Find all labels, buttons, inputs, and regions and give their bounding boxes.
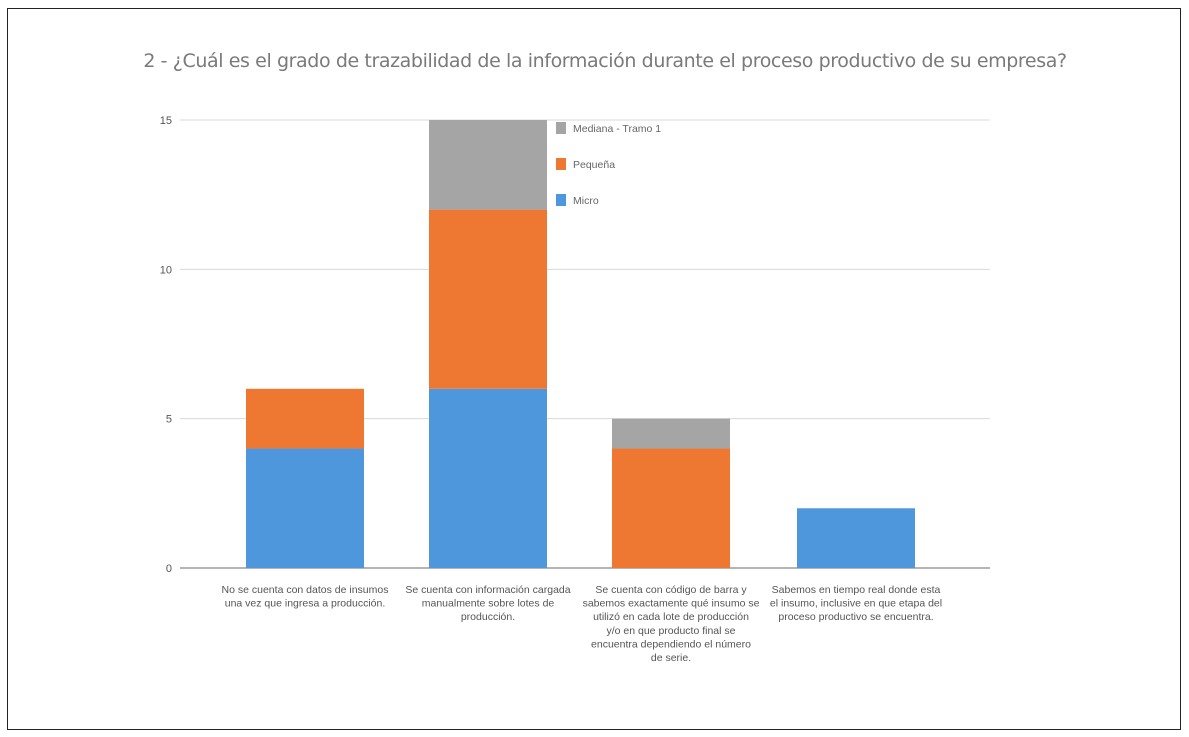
y-tick-label: 0: [166, 563, 172, 575]
bar-segment: [797, 508, 915, 568]
y-tick-label: 15: [160, 115, 172, 127]
bar-segment: [429, 120, 547, 210]
y-tick-label: 5: [166, 414, 172, 426]
bar-segment: [246, 388, 364, 449]
bar-segment: [429, 209, 547, 389]
legend-label: Micro: [573, 195, 599, 207]
x-category-label: No se cuenta con datos de insumos una vez…: [222, 584, 389, 610]
bar-segment: [612, 448, 730, 568]
bar-segment: [246, 448, 364, 568]
y-tick-label: 10: [160, 264, 172, 276]
x-category-label: Se cuenta con código de barra y sabemos e…: [583, 584, 760, 664]
chart-frame: [7, 8, 1181, 730]
x-category-label: Se cuenta con información cargada manualm…: [405, 584, 570, 623]
bar-segment: [612, 418, 730, 449]
legend-swatch: [556, 122, 566, 134]
legend-swatch: [556, 194, 566, 206]
legend-label: Mediana - Tramo 1: [573, 123, 661, 135]
chart-title: 2 - ¿Cuál es el grado de trazabilidad de…: [143, 50, 1067, 72]
x-category-label: Sabemos en tiempo real donde esta el insu…: [770, 584, 942, 623]
legend-label: Pequeña: [573, 159, 615, 171]
bar-segment: [429, 388, 547, 568]
legend-swatch: [556, 158, 566, 170]
